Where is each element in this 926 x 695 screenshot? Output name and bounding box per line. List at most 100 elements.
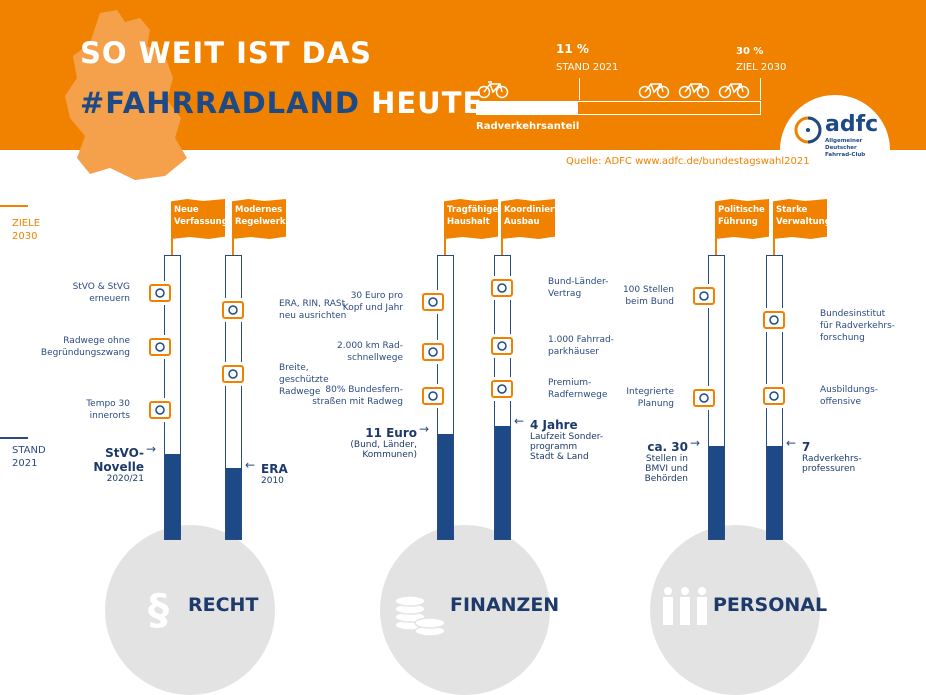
goal-item: Breite, geschützte Radwege (279, 362, 329, 398)
source-note: Quelle: ADFC www.adfc.de/bundestagswahl2… (566, 156, 810, 167)
goal-text: straßen mit Radweg (312, 397, 403, 407)
goal-text: 80% Bundesfern- (325, 385, 403, 395)
share-bar-label: Radverkehrsanteil (476, 121, 580, 132)
goal-text: Begründungszwang (40, 348, 130, 358)
flag-pole (501, 237, 503, 255)
flag-text: Führung (718, 217, 758, 227)
status-sub: Radverkehrs- (802, 454, 862, 464)
coins-icon (394, 595, 446, 637)
goal-text: Breite, (279, 363, 309, 373)
flag-pole (171, 237, 173, 255)
goal-text: Bundesinstitut (820, 309, 886, 319)
flag-text: Politische (718, 205, 765, 215)
goal-text: Bund-Länder- (548, 277, 609, 287)
goal-text: forschung (820, 333, 865, 343)
protected-bikelane-icon (219, 362, 247, 386)
title-hashtag: #FAHRRADLAND (80, 86, 360, 120)
arrow-left-icon: ← (786, 436, 797, 450)
status-sub: programm (530, 442, 578, 452)
status-sub: 2010 (261, 476, 284, 486)
bike-parking-icon (488, 334, 516, 358)
target-share-label: ZIEL 2030 (736, 62, 787, 73)
training-icon (760, 384, 788, 408)
flag-text: Neue (174, 205, 199, 215)
flag-text: Verfassung (174, 217, 228, 227)
goal-text: Planung (637, 399, 674, 409)
map-bike-icon (488, 377, 516, 401)
law-books-icon (146, 281, 174, 305)
goal-text: innerorts (89, 411, 130, 421)
money-icon (419, 290, 447, 314)
goal-text: offensive (820, 397, 862, 407)
goal-text: Radwege ohne (63, 336, 130, 346)
current-tick (579, 78, 580, 100)
status-line (0, 437, 28, 439)
arrow-right-icon: → (146, 442, 157, 456)
goal-item: Bund-Länder- Vertrag (548, 276, 608, 300)
status-main: 4 Jahre (530, 418, 578, 432)
category-label-recht: RECHT (188, 594, 259, 616)
status-main: ca. 30 (647, 440, 688, 454)
status-value: 11 Euro (Bund, Länder, Kommunen) (350, 426, 417, 460)
goal-item: Radwege ohne Begründungszwang (41, 335, 130, 359)
pillar-fill (165, 454, 180, 539)
category-label-personal: PERSONAL (713, 594, 828, 616)
goal-text: für Radverkehrs- (820, 321, 896, 331)
goal-text: 1.000 Fahrrad- (548, 335, 614, 345)
flag-text: Regelwerk (235, 217, 286, 227)
rulebooks-icon (219, 298, 247, 322)
flag-pole (773, 237, 775, 255)
goal-text: ERA, RIN, RASt (279, 299, 346, 309)
target-tick (760, 78, 761, 100)
flag-text: Haushalt (447, 217, 490, 227)
goals-line (0, 205, 28, 207)
status-value: 7 Radverkehrs-professuren (802, 440, 862, 474)
goal-item: 100 Stellen beim Bund (623, 284, 674, 308)
adfc-logo-subtitle: Allgemeiner Deutscher Fahrrad-Club (825, 138, 866, 158)
goal-text: 30 Euro pro (350, 291, 403, 301)
goal-item: 1.000 Fahrrad-parkhäuser (548, 334, 614, 358)
goal-flag: Neue Verfassung (171, 199, 225, 239)
pillar-fill (438, 434, 453, 539)
flag-text: Koordinierter (504, 205, 569, 215)
status-main: StVO- (105, 446, 144, 460)
arrow-left-icon: ← (514, 414, 525, 428)
current-share-label: STAND 2021 (556, 62, 619, 73)
status-sub: Behörden (644, 474, 688, 484)
goal-text: Tempo 30 (86, 399, 130, 409)
road-sign-icon (419, 384, 447, 408)
adfc-logo-background (780, 95, 890, 205)
staff-people-icon (690, 284, 718, 308)
flag-text: Verwaltung (776, 217, 831, 227)
flag-pole (232, 237, 234, 255)
status-sub: Stellen in (645, 454, 688, 464)
title-line-2: #FAHRRADLAND HEUTE (80, 86, 483, 120)
goals-label: ZIELE 2030 (12, 218, 41, 242)
goal-flag: Modernes Regelwerk (232, 199, 286, 239)
goal-text: 100 Stellen (622, 285, 674, 295)
goal-item: Tempo 30 innerorts (86, 398, 130, 422)
title-rest: HEUTE (371, 86, 484, 120)
target-share-value: 30 % (736, 46, 764, 57)
goal-text: geschützte (279, 375, 329, 385)
arrow-right-icon: → (419, 422, 430, 436)
goal-text: Ausbildungs- (820, 385, 879, 395)
status-main: Novelle (93, 460, 144, 474)
status-value: ERA 2010 (261, 462, 288, 486)
flag-pole (715, 237, 717, 255)
pillar-fill (709, 445, 724, 539)
goal-text: 2.000 km Rad- (337, 341, 403, 351)
bicycle-icons (477, 81, 750, 99)
contract-icon (488, 276, 516, 300)
progress-pillar (164, 255, 181, 540)
flag-pole (444, 237, 446, 255)
status-sub: BMVI und (645, 464, 688, 474)
goal-item: Premium- Radfernwege (548, 377, 607, 401)
goal-text: Vertrag (548, 289, 582, 299)
institute-building-icon (760, 308, 788, 332)
goal-text: schnellwege (347, 353, 403, 363)
status-value: StVO- Novelle 2020/21 (93, 446, 144, 484)
goal-item: Ausbildungs-offensive (820, 384, 878, 408)
progress-pillar (225, 255, 242, 540)
title-line-1: SO WEIT IST DAS (80, 36, 373, 70)
